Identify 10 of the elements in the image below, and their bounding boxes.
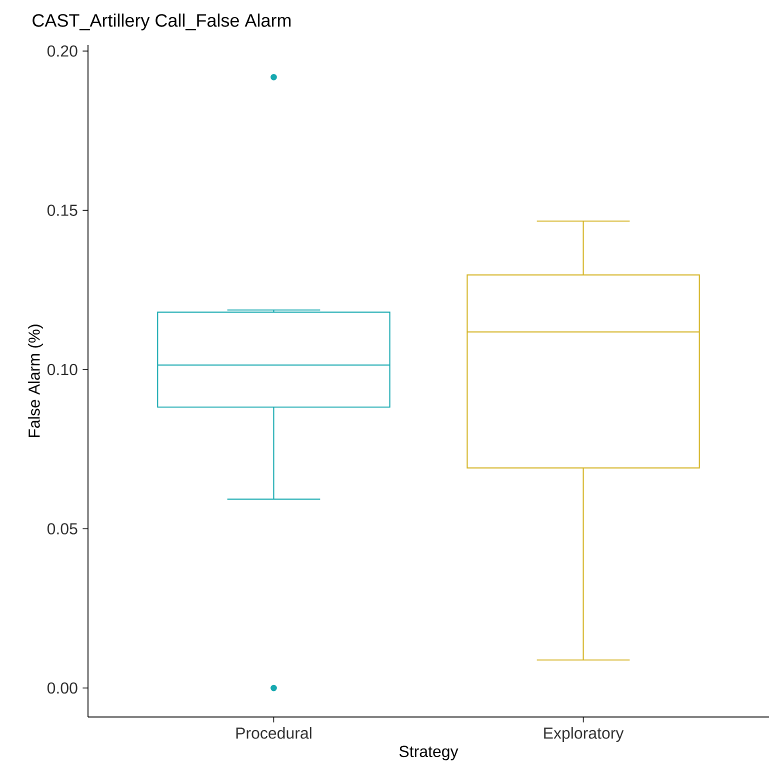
x-axis-title: Strategy: [399, 746, 458, 760]
chart-title: CAST_Artillery Call_False Alarm: [32, 14, 291, 30]
y-tick-label: 0.00: [47, 682, 78, 694]
y-axis-title: False Alarm (%): [28, 324, 43, 438]
y-tick-label: 0.20: [47, 45, 78, 57]
y-tick-label: 0.05: [47, 523, 78, 534]
y-tick-label: 0.15: [47, 204, 78, 216]
y-tick-label: 0.10: [47, 364, 78, 376]
x-tick-label: Procedural: [236, 727, 312, 739]
x-tick-label: Exploratory: [544, 727, 624, 742]
